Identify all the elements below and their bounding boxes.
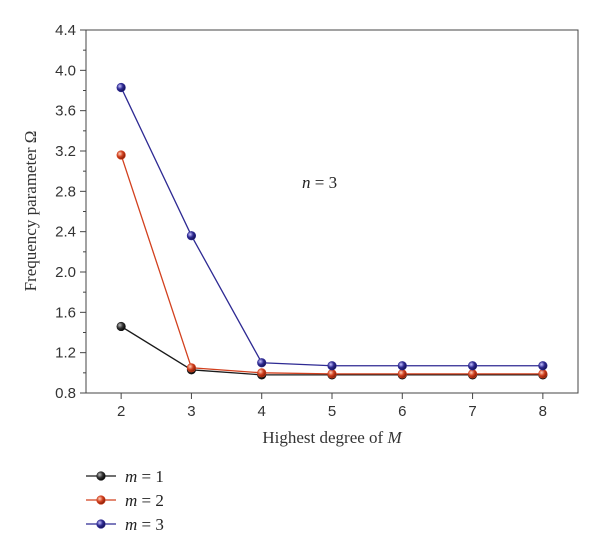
data-point-m2 — [186, 363, 197, 373]
x-tick-label: 3 — [187, 403, 195, 420]
y-tick-label: 2.0 — [55, 264, 76, 281]
y-tick-label: 4.4 — [55, 22, 76, 39]
annotation-n: n = 3 — [302, 173, 337, 192]
y-axis-title: Frequency parameter Ω — [21, 131, 40, 292]
x-axis-title: Highest degree of M — [262, 428, 402, 447]
data-point-m2 — [397, 369, 407, 379]
data-point-m2 — [538, 369, 548, 379]
data-point-m1 — [116, 321, 126, 332]
data-point-m3 — [116, 82, 126, 93]
legend-marker — [96, 471, 106, 481]
y-tick-label: 3.2 — [55, 143, 76, 160]
data-point-m3 — [538, 361, 548, 371]
axis-ticks — [80, 29, 544, 399]
x-tick-label: 8 — [539, 403, 547, 420]
data-point-m2 — [257, 368, 267, 378]
x-tick-label: 7 — [468, 403, 476, 420]
legend-label: m = 2 — [125, 491, 164, 510]
y-tick-label: 2.8 — [55, 183, 76, 200]
y-tick-label: 1.2 — [55, 345, 76, 362]
y-tick-label: 3.6 — [55, 103, 76, 120]
series-layer — [116, 82, 548, 380]
legend-label: m = 3 — [125, 515, 164, 534]
x-tick-label: 6 — [398, 403, 406, 420]
data-point-m2 — [327, 369, 337, 379]
y-tick-label: 1.6 — [55, 304, 76, 321]
data-point-m3 — [186, 231, 197, 241]
plot-area-frame — [85, 29, 579, 394]
y-tick-label: 0.8 — [55, 385, 76, 402]
x-tick-label: 2 — [117, 403, 125, 420]
legend: m = 1 m = 2 m = 3 — [86, 467, 164, 534]
x-tick-label: 4 — [258, 403, 266, 420]
y-tick-label: 2.4 — [55, 224, 76, 241]
data-point-m3 — [257, 358, 267, 368]
data-point-m3 — [397, 361, 407, 371]
series-line-m3 — [120, 87, 543, 367]
data-point-m2 — [116, 150, 126, 160]
legend-label: m = 1 — [125, 467, 164, 486]
legend-marker — [96, 519, 106, 529]
legend-marker — [96, 495, 106, 505]
tick-labels: 2 3 4 5 6 7 8 0.8 1.2 1.6 2.0 2.4 2.8 3.2 3.6 4.0 4.4 — [55, 22, 547, 420]
data-point-m2 — [467, 369, 478, 379]
data-point-m3 — [467, 361, 478, 371]
y-tick-label: 4.0 — [55, 62, 76, 79]
data-point-m3 — [327, 361, 337, 371]
x-tick-label: 5 — [328, 403, 336, 420]
